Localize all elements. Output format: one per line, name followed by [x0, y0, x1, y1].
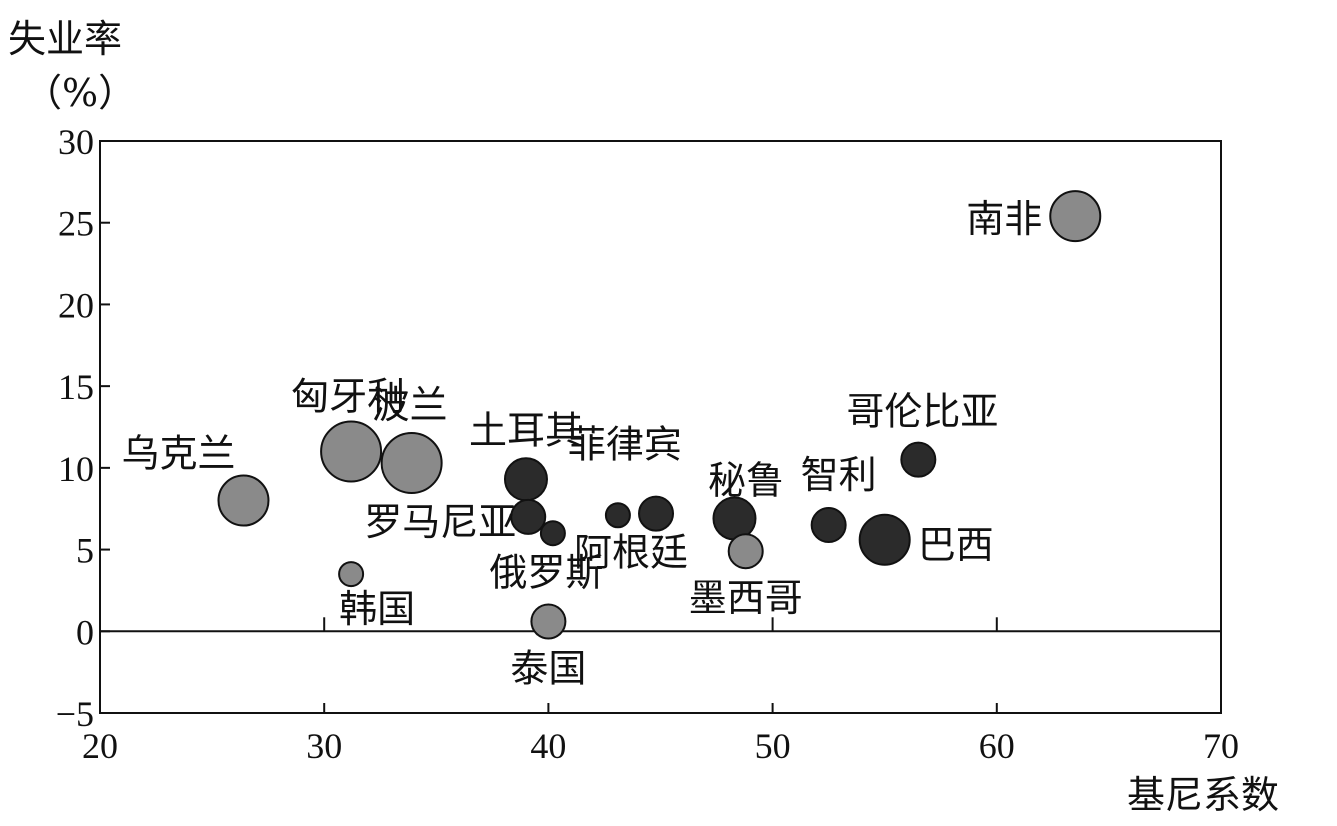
- point-3: [380, 431, 443, 494]
- x-tick-label: 30: [306, 726, 342, 766]
- y-tick-label: 0: [76, 612, 94, 652]
- x-tick-label: 60: [979, 726, 1015, 766]
- x-axis-title: 基尼系数: [1127, 773, 1279, 817]
- x-tick-label: 70: [1203, 726, 1239, 766]
- point-4: [503, 457, 548, 502]
- point-label-0: 南非: [966, 197, 1042, 241]
- point-11: [638, 495, 675, 532]
- plot-area: [99, 140, 1222, 714]
- point-10: [604, 502, 631, 529]
- y-tick-label: 30: [58, 122, 94, 162]
- point-7: [338, 561, 365, 588]
- x-tick-label: 40: [530, 726, 566, 766]
- y-tick-label: 10: [58, 449, 94, 489]
- x-tick-label: 20: [82, 726, 118, 766]
- point-0: [1049, 190, 1102, 243]
- point-15: [810, 507, 847, 544]
- point-label-5: 罗马尼亚: [364, 500, 516, 544]
- point-8: [530, 603, 567, 640]
- point-label-1: 乌克兰: [121, 432, 235, 476]
- point-16: [858, 513, 911, 566]
- point-17: [900, 441, 937, 478]
- point-1: [217, 474, 270, 527]
- point-5: [510, 498, 547, 535]
- plot-border: [99, 140, 1222, 714]
- point-14: [727, 533, 764, 570]
- point-label-9: 泰国: [510, 646, 586, 690]
- x-tick-label: 50: [755, 726, 791, 766]
- y-tick-label: −5: [56, 694, 94, 734]
- y-tick-label: 15: [58, 367, 94, 407]
- data-points: [217, 190, 1102, 640]
- y-tick-label: 5: [76, 531, 94, 571]
- point-label-7: 韩国: [339, 587, 415, 631]
- point-label-15: 智利: [801, 453, 877, 497]
- point-label-17: 哥伦比亚: [846, 390, 998, 434]
- y-tick-label: 25: [58, 204, 94, 244]
- y-tick-label: 20: [58, 285, 94, 325]
- point-label-3: 波兰: [372, 383, 448, 427]
- point-12: [712, 496, 757, 541]
- point-label-10: 菲律宾: [568, 422, 682, 466]
- y-axis-unit: （%）: [24, 71, 136, 115]
- y-axis-title: 失业率: [8, 17, 122, 61]
- point-6: [539, 520, 566, 547]
- point-label-16: 巴西: [918, 523, 994, 567]
- point-2: [320, 420, 383, 483]
- point-label-8: 俄罗斯: [489, 550, 603, 594]
- point-label-2: 匈牙利: [291, 375, 405, 419]
- point-label-14: 墨西哥: [689, 576, 803, 620]
- point-label-13: 阿根廷: [574, 531, 688, 575]
- point-label-4: 土耳其: [469, 408, 583, 452]
- point-label-11: 秘鲁: [708, 459, 784, 503]
